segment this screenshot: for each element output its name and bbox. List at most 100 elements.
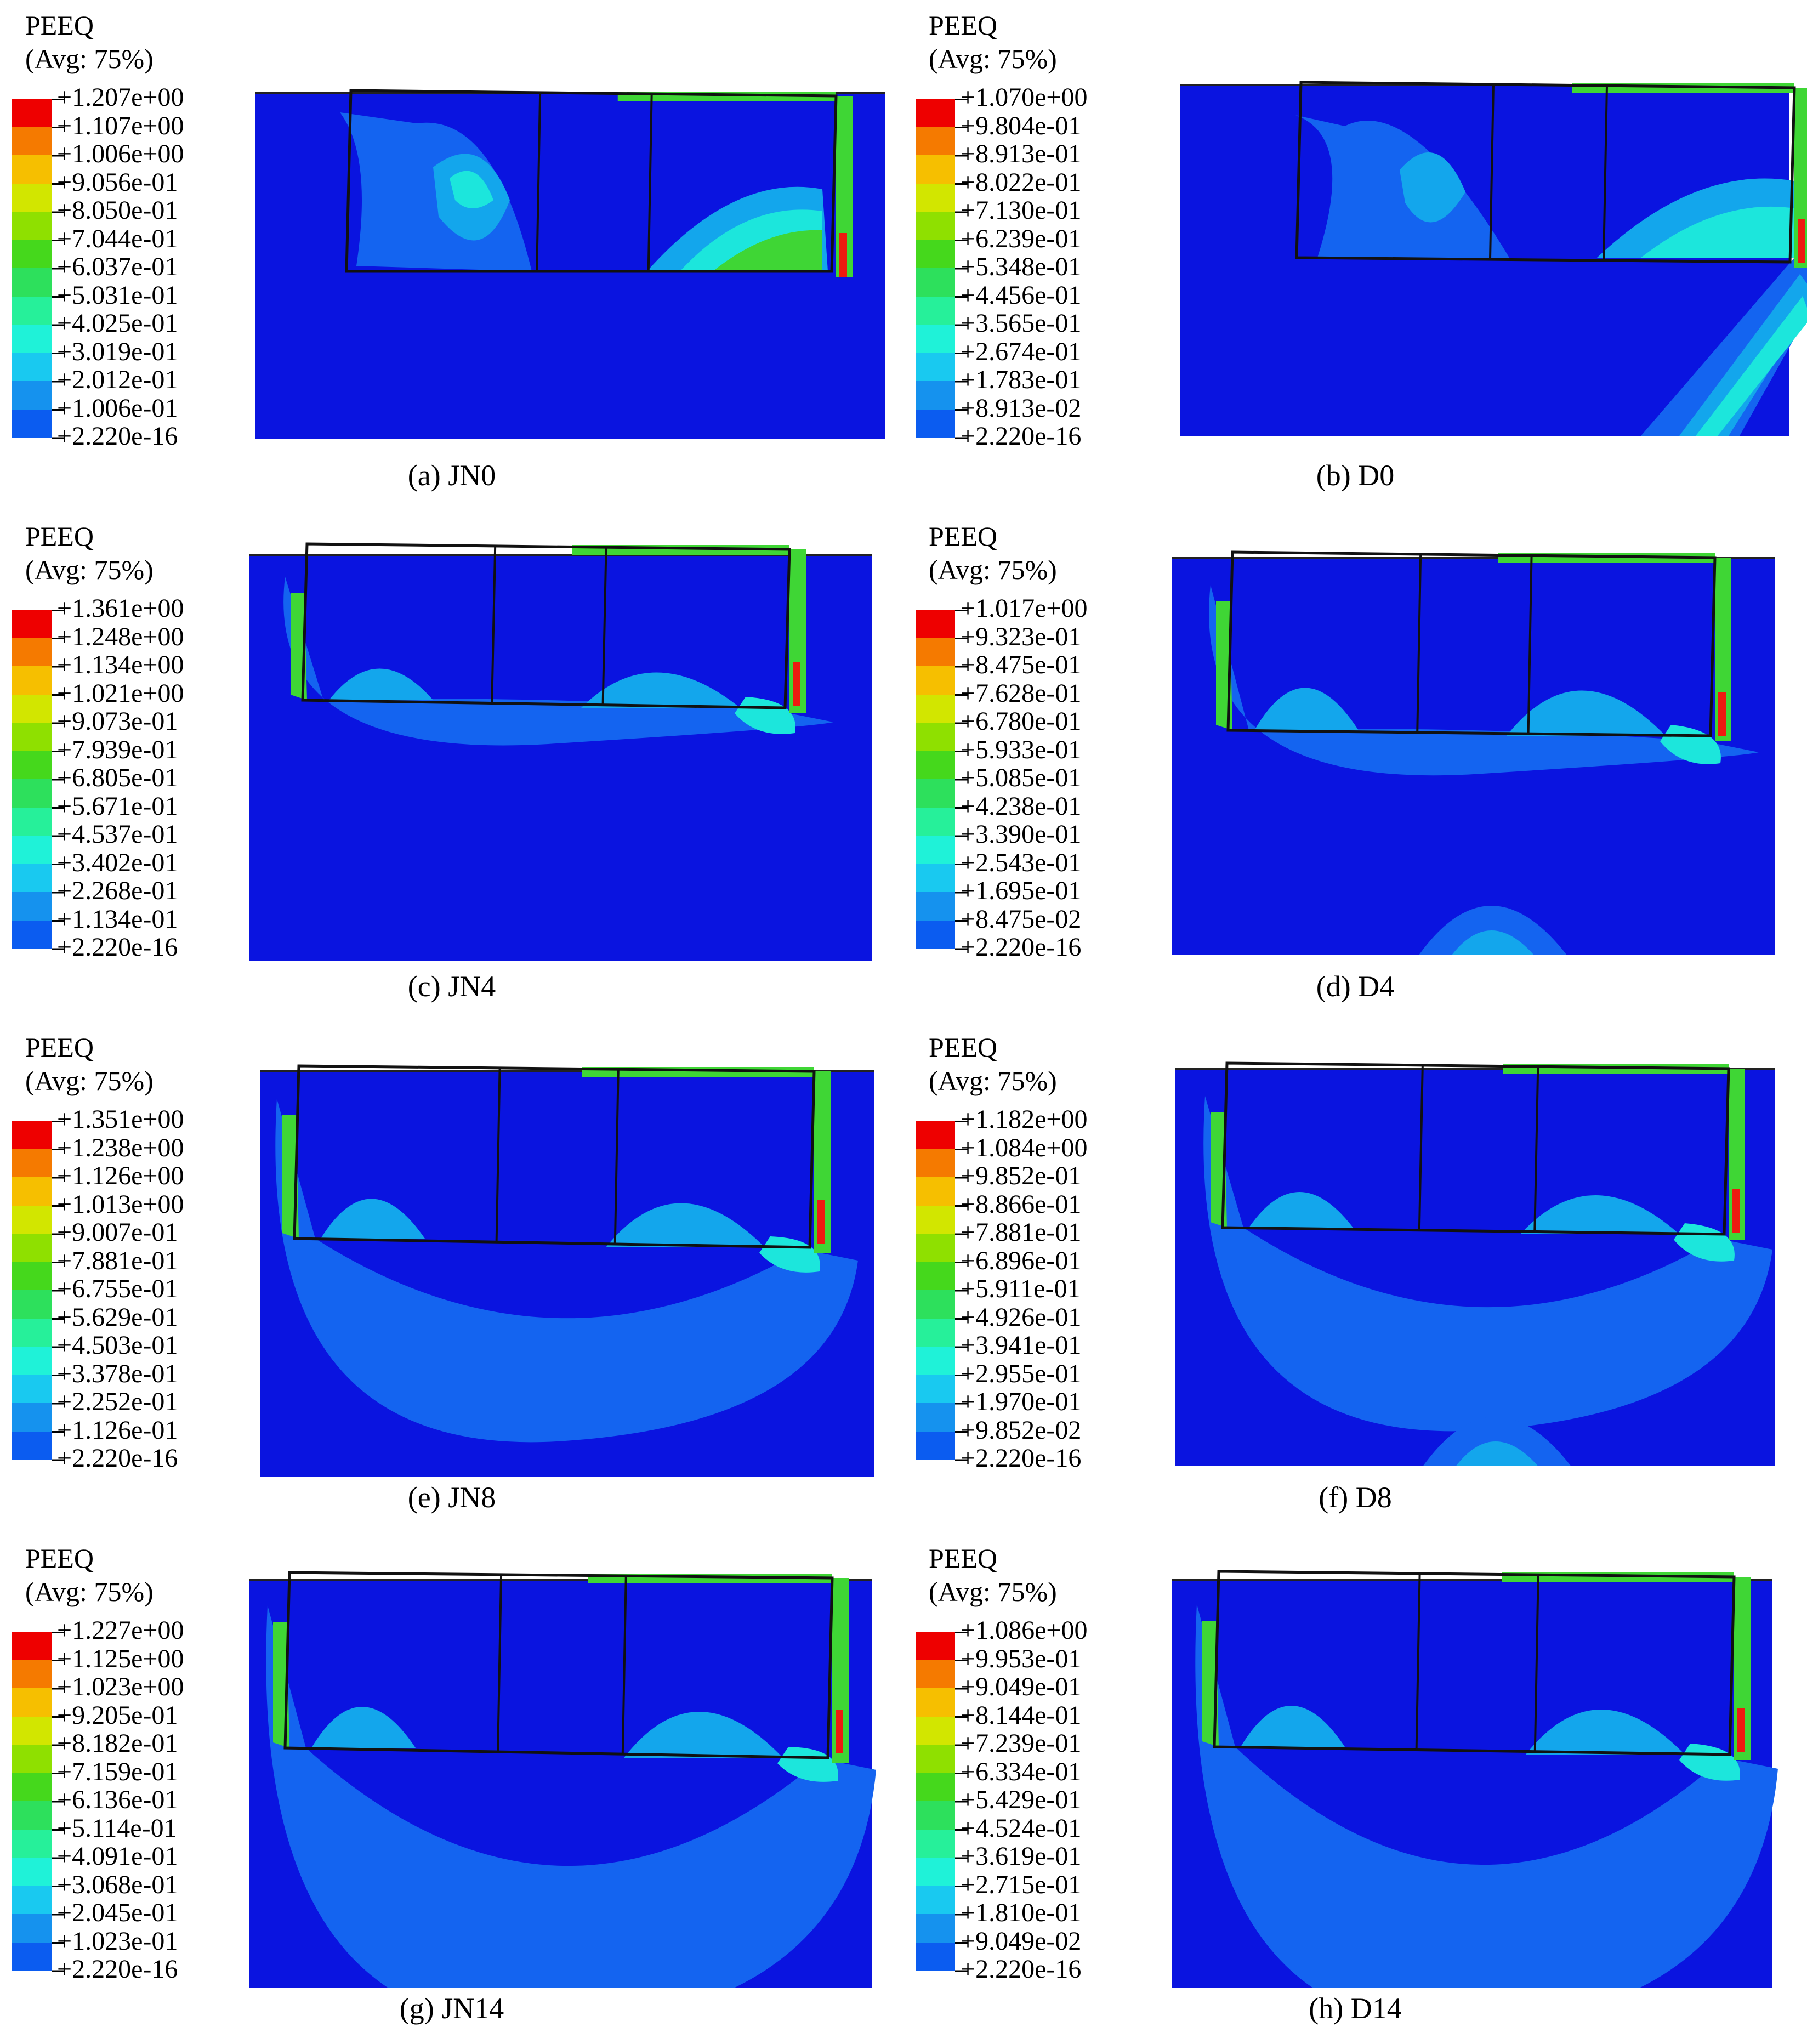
peak-strain-spot [1798,219,1805,263]
legend-labels: +1.086e+00 +9.953e-01 +9.049e-01 +8.144e-01… [961,1616,1087,1984]
contour-plot [249,542,872,961]
contour-plot [1172,550,1775,955]
legend-labels: +1.351e+00 +1.238e+00 +1.126e+00 +1.013e+00… [57,1105,184,1473]
legend-value: +2.220e-16 [57,1444,178,1473]
legend-value: +8.050e-01 [57,196,178,225]
legend-averaging: (Avg: 75%) [25,554,154,585]
legend-swatch [916,99,955,127]
legend-value: +2.220e-16 [961,422,1082,451]
legend-value: +6.805e-01 [57,763,178,792]
legend-value: +1.248e+00 [57,622,184,651]
legend-color-bar [12,1632,52,1971]
legend-value: +8.022e-01 [961,167,1082,197]
shear-band-low [1641,258,1807,436]
legend-value: +1.023e+00 [57,1672,184,1701]
legend-swatch [916,240,955,268]
partition-wall [621,1575,627,1754]
legend-value: +8.144e-01 [961,1700,1082,1730]
legend-value: +8.475e-02 [961,904,1082,934]
legend-averaging: (Avg: 75%) [25,1576,154,1607]
contour-plot [1172,1570,1778,1988]
legend-value: +6.334e-01 [961,1757,1082,1786]
legend-value: +1.125e+00 [57,1644,184,1673]
legend-value: +2.220e-16 [961,1444,1082,1473]
legend-value: +8.475e-01 [961,650,1082,679]
legend-ticks [52,1632,65,1972]
legend-swatch [916,296,955,325]
shear-band-mid [1679,274,1807,436]
legend-value: +2.252e-01 [57,1387,178,1416]
legend-value: +2.045e-01 [57,1898,178,1927]
legend-swatch [916,666,955,695]
legend-swatch [916,920,955,949]
legend-value: +1.006e+00 [57,139,184,168]
plastic-zone-high [1641,206,1794,258]
partition-wall [1603,85,1608,260]
legend-value: +9.205e-01 [57,1700,178,1730]
legend-value: +5.911e-01 [961,1274,1081,1303]
legend-swatch [916,638,955,666]
legend-title: PEEQ (Avg: 75%) [25,1031,154,1098]
legend-value: +9.073e-01 [57,707,178,736]
legend-title: PEEQ (Avg: 75%) [929,520,1057,587]
legend-value: +9.049e-02 [961,1926,1082,1956]
legend-value: +4.456e-01 [961,280,1082,310]
legend-labels: +1.070e+00 +9.804e-01 +8.913e-01 +8.022e-01… [961,83,1087,451]
plastic-zone-low [1203,1096,1772,1432]
plastic-zone-mid [311,1707,416,1748]
partition-wall [1533,1574,1539,1752]
legend-variable-name: PEEQ [929,1032,997,1063]
plastic-zone-mid [1254,688,1359,730]
legend-value: +8.913e-02 [961,393,1082,423]
panel-1: PEEQ (Avg: 75%) +1.207e+00 +1.107e+00 +1.006… [0,0,904,511]
legend-value: +7.044e-01 [57,224,178,253]
legend-swatch [12,325,52,353]
plastic-zone-low [275,1099,859,1443]
peak-strain-spot [817,1200,825,1244]
legend-swatch [12,864,52,892]
legend-value: +3.402e-01 [57,848,178,877]
legend-swatch [916,1318,955,1347]
legend-value: +2.955e-01 [961,1359,1082,1388]
plastic-zone-high [777,1747,838,1782]
partition-wall [1416,554,1422,733]
legend-averaging: (Avg: 75%) [929,43,1057,74]
legend-value: +5.933e-01 [961,735,1082,764]
legend-value: +6.239e-01 [961,224,1082,253]
legend-value: +2.220e-16 [57,422,178,451]
legend-swatch [12,296,52,325]
panel-caption: (a) JN0 [407,459,496,492]
legend-swatch [12,1149,52,1177]
legend-value: +1.238e+00 [57,1133,184,1162]
legend-variable-name: PEEQ [929,10,997,41]
legend-value: +1.227e+00 [57,1616,184,1645]
legend-swatch [916,1914,955,1943]
legend-swatch [916,694,955,723]
legend-swatch [916,1829,955,1858]
legend-value: +9.049e-01 [961,1672,1082,1701]
legend-swatch [916,1403,955,1432]
legend-ticks [955,1632,968,1972]
contour-plot [260,1064,874,1477]
legend-swatch [12,1716,52,1745]
legend-value: +3.565e-01 [961,309,1082,338]
legend-labels: +1.227e+00 +1.125e+00 +1.023e+00 +9.205e-01… [57,1616,184,1984]
legend-value: +1.182e+00 [961,1105,1088,1134]
legend-value: +1.361e+00 [57,594,184,623]
legend-swatch [12,1177,52,1206]
legend-swatch [12,1914,52,1943]
structure-outline [283,1571,834,1759]
legend-swatch [12,751,52,779]
legend-value: +7.130e-01 [961,196,1082,225]
legend-title: PEEQ (Avg: 75%) [929,1542,1057,1609]
plastic-zone-mid [321,1199,425,1239]
legend-swatch [916,1121,955,1149]
panel-7: PEEQ (Avg: 75%) +1.227e+00 +1.125e+00 +1.023… [0,1533,904,2044]
structure-outline [1221,1061,1730,1236]
legend-color-bar [12,1121,52,1460]
legend-title: PEEQ (Avg: 75%) [25,9,154,76]
plastic-zone-low [1195,1604,1778,1988]
legend-color-bar [12,99,52,438]
legend-value: +8.866e-01 [961,1189,1082,1219]
partition-wall [491,546,497,703]
